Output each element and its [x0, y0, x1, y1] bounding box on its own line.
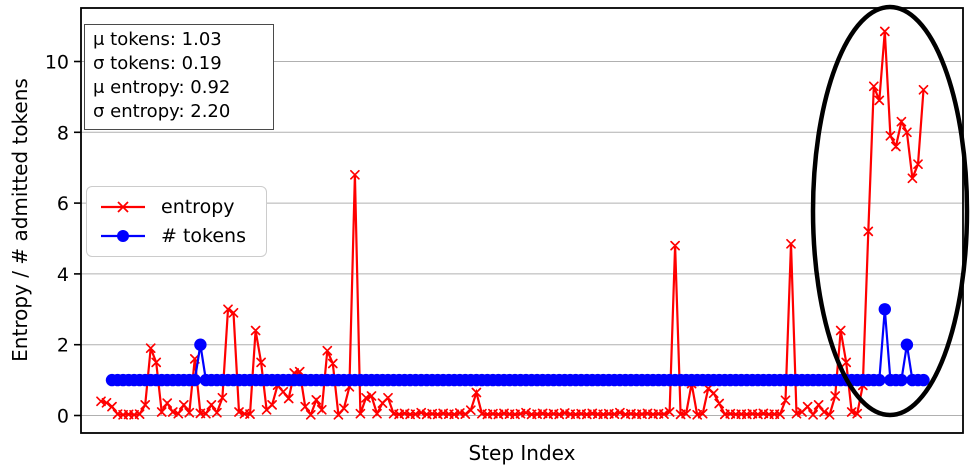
plot-border — [80, 7, 964, 434]
y-tick-label: 6 — [57, 193, 69, 215]
legend: entropy # tokens — [86, 186, 267, 257]
stat-line-sigma-tokens: σ tokens: 0.19 — [93, 53, 222, 74]
tokens-circle-marker — [895, 373, 908, 387]
y-tick-label: 8 — [57, 122, 69, 144]
tokens-circle-marker — [188, 373, 201, 387]
legend-label-entropy: entropy — [161, 196, 235, 218]
annotation-ellipse — [810, 4, 970, 418]
entropy-line-sample-icon — [101, 201, 145, 213]
y-tick-label: 10 — [45, 52, 69, 74]
legend-label-tokens: # tokens — [161, 225, 246, 247]
y-tick-label: 0 — [57, 406, 69, 428]
series-tokens — [105, 303, 930, 387]
tokens-circle-marker — [194, 338, 207, 351]
tokens-line-sample-icon — [101, 230, 145, 242]
stat-line-mu-entropy: μ entropy: 0.92 — [93, 77, 231, 98]
legend-entry-tokens: # tokens — [99, 225, 246, 247]
y-tick-label: 4 — [57, 264, 69, 286]
y-axis-label: Entropy / # admitted tokens — [8, 78, 32, 362]
tokens-circle-marker — [878, 303, 891, 316]
tokens-circle-marker — [900, 338, 914, 351]
tokens-circle-marker — [873, 373, 886, 387]
y-tick-label: 2 — [57, 335, 69, 357]
legend-entry-entropy: entropy — [99, 196, 246, 218]
x-axis-label: Step Index — [469, 441, 576, 465]
stats-box: μ tokens: 1.03 σ tokens: 0.19 μ entropy:… — [84, 24, 274, 130]
tokens-circle-marker — [917, 373, 930, 387]
entropy-x-markers — [96, 26, 929, 420]
stat-line-sigma-entropy: σ entropy: 2.20 — [93, 101, 231, 122]
stat-line-mu-tokens: μ tokens: 1.03 — [93, 29, 222, 50]
